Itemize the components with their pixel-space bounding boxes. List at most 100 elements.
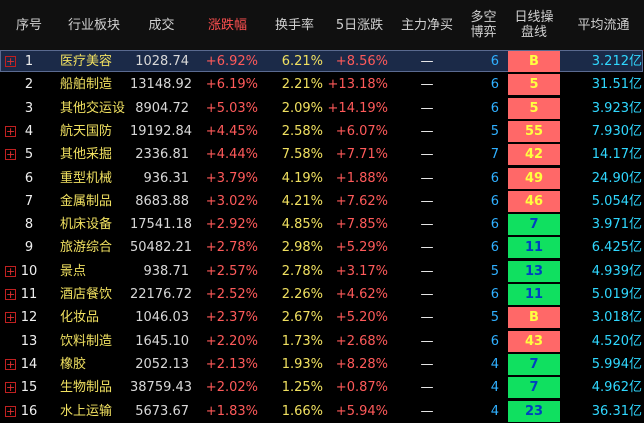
cell: +2.57% <box>205 263 258 279</box>
cell: 重型机械 <box>60 170 113 186</box>
cell: — <box>420 263 434 279</box>
cell: 2336.81 <box>135 147 189 163</box>
cell: +7.71% <box>335 147 388 163</box>
cell: — <box>420 287 434 302</box>
cell: 19192.84 <box>130 123 193 139</box>
cell: 其他采掘 <box>60 147 113 163</box>
cell: 3.018亿 <box>591 310 642 326</box>
cell: +13.18% <box>327 77 388 93</box>
cell: +8.56% <box>335 54 388 69</box>
cell: 3.971亿 <box>591 217 642 233</box>
column-header: 5日涨跌 <box>335 17 384 33</box>
cell: 饮料制造 <box>60 333 113 349</box>
cell: +5.20% <box>335 310 388 326</box>
cell: 6 <box>490 77 499 93</box>
cell: +6.19% <box>205 77 258 93</box>
expand-button[interactable]: + <box>5 55 16 68</box>
signal-badge: 7 <box>508 214 560 236</box>
cell: 6 <box>490 240 499 256</box>
expand-button[interactable]: + <box>5 148 16 162</box>
column-header: 行业板块 <box>67 17 120 33</box>
expand-button[interactable]: + <box>5 288 16 301</box>
signal-badge: B <box>508 307 560 329</box>
cell: — <box>420 333 434 349</box>
cell: 5 <box>490 263 499 279</box>
expand-button[interactable]: + <box>5 381 16 395</box>
cell: 36.31亿 <box>591 403 642 419</box>
cell: 3.212亿 <box>591 54 642 69</box>
cell: 15 <box>20 380 38 396</box>
cell: 2.98% <box>281 240 323 256</box>
cell: 1.73% <box>281 333 323 349</box>
column-header: 多空 博弈 <box>470 10 497 40</box>
cell: 5 <box>490 123 499 139</box>
cell: 6 <box>490 54 499 69</box>
cell: +2.92% <box>205 217 258 233</box>
cell: 4.520亿 <box>591 333 642 349</box>
cell: 9 <box>24 240 34 256</box>
cell: +2.02% <box>205 380 258 396</box>
cell: 7 <box>24 193 34 209</box>
cell: — <box>420 147 434 163</box>
cell: 7.58% <box>281 147 323 163</box>
cell: 化妆品 <box>60 310 100 326</box>
cell: 水上运输 <box>60 403 113 419</box>
cell: 6 <box>490 193 499 209</box>
cell: +4.45% <box>205 123 258 139</box>
selected-row <box>0 50 643 73</box>
cell: — <box>420 403 434 419</box>
signal-badge: 23 <box>508 400 560 422</box>
cell: — <box>420 170 434 186</box>
cell: +7.62% <box>335 193 388 209</box>
column-header: 平均流通 <box>577 17 630 33</box>
cell: 生物制品 <box>60 380 113 396</box>
expand-button[interactable]: + <box>5 264 16 278</box>
cell: 50482.21 <box>130 240 193 256</box>
cell: 2.78% <box>281 263 323 279</box>
signal-badge: 46 <box>508 190 560 212</box>
cell: 5 <box>24 147 34 163</box>
cell: 8683.88 <box>135 193 189 209</box>
cell: 4 <box>490 356 499 372</box>
cell: +2.78% <box>205 240 258 256</box>
expand-button[interactable]: + <box>5 311 16 325</box>
cell: +4.44% <box>205 147 258 163</box>
column-header: 序号 <box>15 17 42 33</box>
cell: 金属制品 <box>60 193 113 209</box>
expand-button[interactable]: + <box>5 357 16 371</box>
signal-badge: 42 <box>508 144 560 166</box>
signal-badge: B <box>508 51 560 72</box>
cell: 6.425亿 <box>591 240 642 256</box>
column-header: 主力净买 <box>400 17 453 33</box>
cell: +5.94% <box>335 403 388 419</box>
expand-button[interactable]: + <box>5 404 16 418</box>
cell: +2.68% <box>335 333 388 349</box>
cell: 11 <box>20 287 38 302</box>
cell: — <box>420 100 434 116</box>
cell: 旅游综合 <box>60 240 113 256</box>
cell: 7.930亿 <box>591 123 642 139</box>
cell: 6 <box>490 100 499 116</box>
signal-badge: 13 <box>508 260 560 282</box>
cell: +0.87% <box>335 380 388 396</box>
cell: — <box>420 356 434 372</box>
expand-button[interactable]: + <box>5 124 16 138</box>
signal-badge: 7 <box>508 377 560 399</box>
cell: 1.25% <box>281 380 323 396</box>
cell: +2.52% <box>205 287 258 302</box>
cell: +5.29% <box>335 240 388 256</box>
cell: 5 <box>490 310 499 326</box>
cell: 5.994亿 <box>591 356 642 372</box>
cell: +3.17% <box>335 263 388 279</box>
cell: — <box>420 123 434 139</box>
cell: 6.21% <box>281 54 323 69</box>
cell: 938.71 <box>143 263 190 279</box>
cell: +1.83% <box>205 403 258 419</box>
cell: +14.19% <box>327 100 388 116</box>
cell: 2 <box>24 77 34 93</box>
cell: +7.85% <box>335 217 388 233</box>
cell: 10 <box>20 263 38 279</box>
cell: 4 <box>490 403 499 419</box>
cell: 酒店餐饮 <box>60 287 113 302</box>
signal-badge: 5 <box>508 74 560 96</box>
